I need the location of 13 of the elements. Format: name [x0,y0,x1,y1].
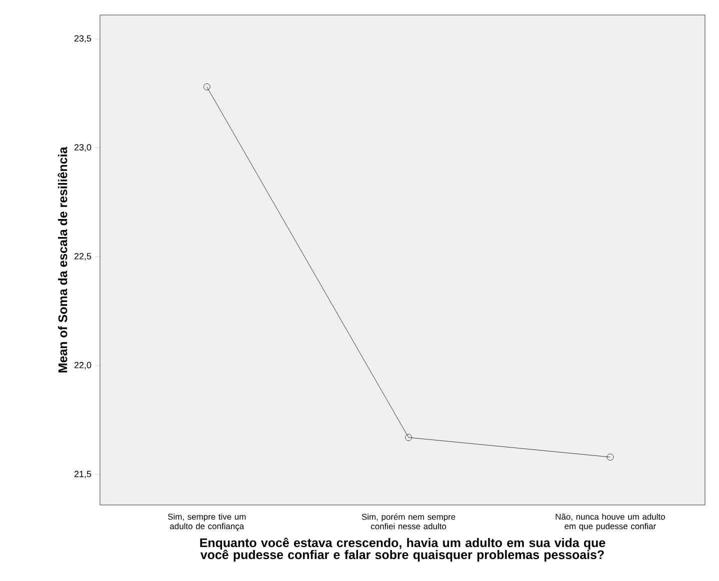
y-tick-label: 23,5 [74,35,92,43]
x-tick-label: Sim, sempre tive um adulto de confiança [168,514,246,531]
point [606,454,614,460]
y-tick-label: 22,5 [74,253,92,260]
x-axis-title: Enquanto você estava crescendo, havia um adulto em sua vida que você pudesse confiar e falar sobre quaisquer problemas pessoais? [200,538,606,562]
y-tick-label: 21,5 [74,470,92,478]
point [405,434,412,441]
y-tick-label: 23,0 [74,144,92,152]
x-tick-label: Sim, porém nem sempre confiei nesse adulto [362,514,456,530]
point [203,83,210,90]
y-axis-title: Mean of Soma da escala de resiliência [58,146,68,372]
x-tick-label: Não, nunca houve um adulto em que pudesse confiar [556,514,665,531]
y-tick-label: 22,0 [74,362,92,370]
